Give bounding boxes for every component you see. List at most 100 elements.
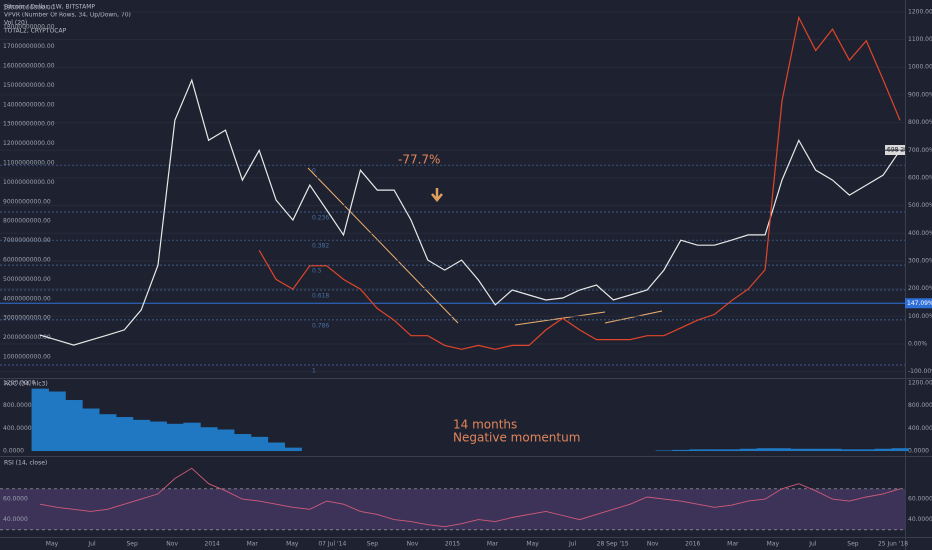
x-tick-label: Jul <box>808 541 817 548</box>
roc-area <box>857 449 876 452</box>
y2-tick-label: 6000000000.00 <box>3 257 51 264</box>
y2-tick-label: 2000000000.00 <box>3 334 51 341</box>
y-tick-label: 1100.00% <box>908 36 932 43</box>
roc-area <box>115 417 134 452</box>
y2-tick-label: 16000000000.00 <box>3 62 55 69</box>
x-tick-label: Nov <box>407 541 419 548</box>
roc-area <box>284 447 302 452</box>
x-tick-label: 2014 <box>205 541 220 548</box>
y2-tick-label: 1000000000.00 <box>3 354 51 361</box>
roc-area <box>706 449 724 452</box>
roc-area <box>200 427 218 452</box>
y-tick-label: 400.0000 <box>3 425 32 432</box>
y2-tick-label: 15000000000.00 <box>3 82 55 89</box>
y-tick-label: 600.00% <box>908 174 932 181</box>
y-tick-label: 400.00% <box>908 230 932 237</box>
roc-area <box>149 421 167 452</box>
roc-area <box>183 422 201 452</box>
y-tick-label: 0.00% <box>908 340 927 347</box>
fib-label: 0.5 <box>312 268 322 275</box>
series-line <box>258 15 901 350</box>
trend-line <box>307 167 459 324</box>
annotation: 14 months <box>453 418 517 432</box>
roc-area <box>48 391 66 452</box>
y2-tick-label: 19000000000.00 <box>3 4 55 11</box>
y2-tick-label: 7000000000.00 <box>3 237 51 244</box>
y-tick-label: 1200.0000 <box>3 380 36 387</box>
roc-area <box>233 434 252 452</box>
y2-tick-label: 10000000000.00 <box>3 179 55 186</box>
annotation: -77.7% <box>398 153 440 167</box>
roc-area <box>756 448 775 452</box>
fib-label: 0.786 <box>312 322 329 329</box>
roc-area <box>874 448 893 452</box>
roc-area <box>250 436 269 452</box>
arrow <box>431 188 443 202</box>
roc-area <box>739 448 758 452</box>
y2-tick-label: 13000000000.00 <box>3 121 55 128</box>
x-tick-label: Sep <box>847 541 859 548</box>
fib-label: 0.236 <box>312 214 329 221</box>
trend-line <box>514 311 606 326</box>
y-tick-label: -100.00% <box>908 368 932 375</box>
fib-label: 1 <box>312 367 316 374</box>
level-badge <box>905 298 932 309</box>
x-tick-label: 28 Sep '15 <box>597 541 629 548</box>
y-tick-label: 800.0000 <box>3 402 32 409</box>
level-label: 147.09% <box>907 300 932 307</box>
y-tick-label: 1200.00% <box>908 8 932 15</box>
roc-area <box>31 388 49 452</box>
y2-tick-label: 17000000000.00 <box>3 43 55 50</box>
y-tick-label: 500.00% <box>908 202 932 209</box>
legend-text: Vol (20) <box>4 20 27 27</box>
x-tick-label: Jul <box>568 541 577 548</box>
x-tick-label: Jul <box>87 541 96 548</box>
trend-line <box>604 310 663 324</box>
rsi-band <box>0 488 905 530</box>
x-tick-label: Mar <box>727 541 739 548</box>
y-tick-label: 1200.0000 <box>908 380 932 387</box>
x-tick-label: 2015 <box>445 541 460 548</box>
y-tick-label: 60.0000 <box>908 496 932 503</box>
y-tick-label: 900.00% <box>908 91 932 98</box>
y-tick-label: 400.0000 <box>908 425 932 432</box>
y-tick-label: 0.0000 <box>3 448 24 455</box>
roc-area <box>840 449 859 452</box>
roc-area <box>65 400 83 452</box>
y2-tick-label: 8000000000.00 <box>3 218 51 225</box>
y-tick-label: 800.0000 <box>908 402 932 409</box>
roc-area <box>773 448 791 452</box>
roc-area <box>217 429 235 452</box>
x-tick-label: Sep <box>126 541 138 548</box>
x-tick-label: May <box>526 541 539 548</box>
roc-area <box>824 448 842 452</box>
y-tick-label: 0.0000 <box>908 448 929 455</box>
roc-area <box>672 449 690 452</box>
x-tick-label: 2016 <box>685 541 700 548</box>
y-tick-label: 800.00% <box>908 119 932 126</box>
annotation: Negative momentum <box>453 431 580 445</box>
x-tick-label: May <box>767 541 780 548</box>
x-tick-label: Mar <box>487 541 499 548</box>
roc-area <box>82 408 100 452</box>
y-tick-label: 60.0000 <box>3 496 28 503</box>
y-tick-label: 100.00% <box>908 313 932 320</box>
x-tick-label: 25 Jun '18 <box>878 541 908 548</box>
y2-tick-label: 11000000000.00 <box>3 159 55 166</box>
roc-area <box>807 448 825 452</box>
series-line <box>39 78 901 346</box>
x-tick-label: 07 Jul '14 <box>318 541 346 548</box>
x-tick-label: Sep <box>367 541 379 548</box>
fib-label: 0 <box>312 168 316 175</box>
x-tick-label: May <box>286 541 299 548</box>
legend-text: Bitcoin / Dollar, 1W, BITSTAMP <box>4 4 95 11</box>
y2-tick-label: 9000000000.00 <box>3 198 51 205</box>
y2-tick-label: 4000000000.00 <box>3 295 51 302</box>
roc-area <box>722 449 741 452</box>
y-tick-label: 40.0000 <box>3 516 28 523</box>
roc-area <box>166 423 184 452</box>
roc-area <box>891 448 909 452</box>
panel-title: ROC (34, hlc3) <box>4 381 48 388</box>
y2-tick-label: 18000000000.00 <box>3 24 55 31</box>
